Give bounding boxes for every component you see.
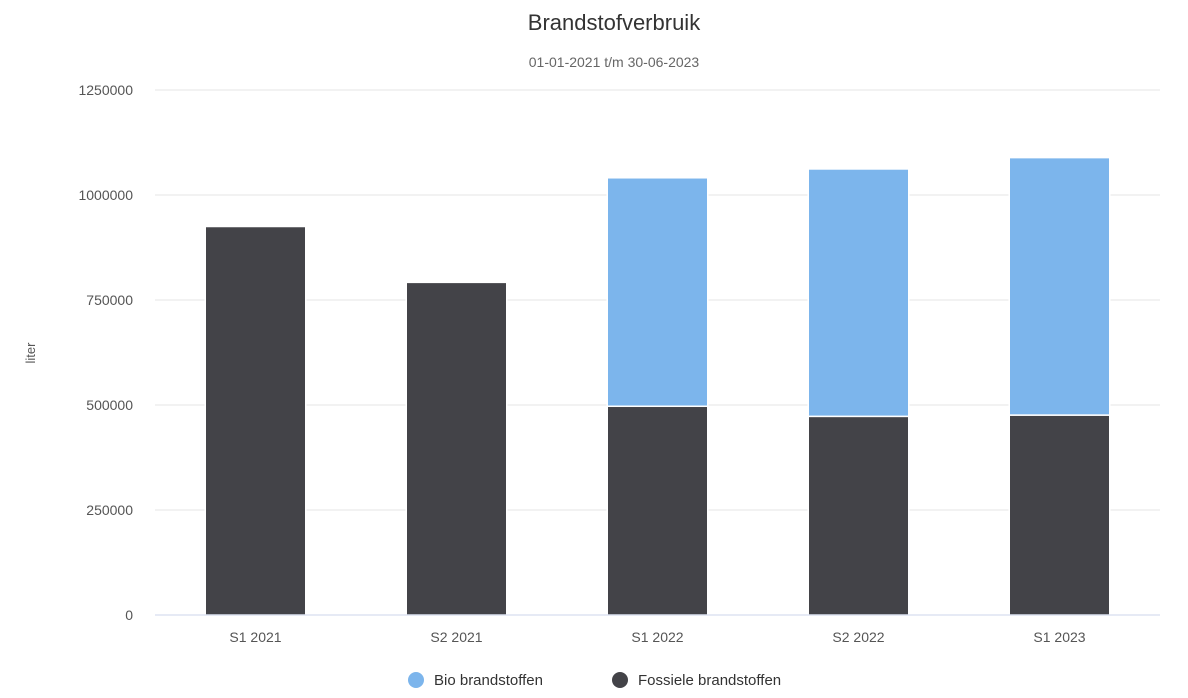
- x-tick-label: S2 2022: [832, 629, 884, 645]
- x-tick-label: S1 2021: [229, 629, 281, 645]
- legend-item-bio-brandstoffen[interactable]: Bio brandstoffen: [408, 672, 543, 689]
- chart-title: Brandstofverbruik: [528, 10, 701, 35]
- bar-fossiele-brandstoffen-s1-2021[interactable]: [204, 225, 307, 616]
- y-axis-ticks: 0 250000 500000 750000 1000000 1250000: [78, 82, 133, 623]
- y-tick-label: 750000: [86, 292, 133, 308]
- legend-marker: [612, 672, 628, 688]
- x-tick-label: S2 2021: [430, 629, 482, 645]
- y-tick-label: 250000: [86, 502, 133, 518]
- bar-fossiele-brandstoffen-s1-2023[interactable]: [1008, 414, 1111, 616]
- y-tick-label: 1250000: [78, 82, 133, 98]
- x-tick-label: S1 2023: [1033, 629, 1085, 645]
- bar-fossiele-brandstoffen-s2-2022[interactable]: [807, 415, 910, 616]
- bars: [204, 156, 1111, 616]
- x-axis-ticks: S1 2021 S2 2021 S1 2022 S2 2022 S1 2023: [229, 629, 1085, 645]
- y-tick-label: 1000000: [78, 187, 133, 203]
- y-tick-label: 500000: [86, 397, 133, 413]
- bar-fossiele-brandstoffen-s1-2022[interactable]: [606, 405, 709, 616]
- bar-fossiele-brandstoffen-s2-2021[interactable]: [405, 281, 508, 616]
- y-axis-label: liter: [23, 342, 38, 364]
- x-tick-label: S1 2022: [631, 629, 683, 645]
- bar-bio-brandstoffen-s1-2023[interactable]: [1008, 156, 1111, 416]
- y-tick-label: 0: [125, 607, 133, 623]
- legend-marker: [408, 672, 424, 688]
- legend-item-fossiele-brandstoffen[interactable]: Fossiele brandstoffen: [612, 672, 781, 689]
- legend-label: Bio brandstoffen: [434, 672, 543, 689]
- legend-label: Fossiele brandstoffen: [638, 672, 781, 689]
- bar-bio-brandstoffen-s1-2022[interactable]: [606, 177, 709, 408]
- legend: Bio brandstoffen Fossiele brandstoffen: [408, 672, 781, 689]
- chart-subtitle: 01-01-2021 t/m 30-06-2023: [529, 54, 700, 70]
- bar-bio-brandstoffen-s2-2022[interactable]: [807, 168, 910, 418]
